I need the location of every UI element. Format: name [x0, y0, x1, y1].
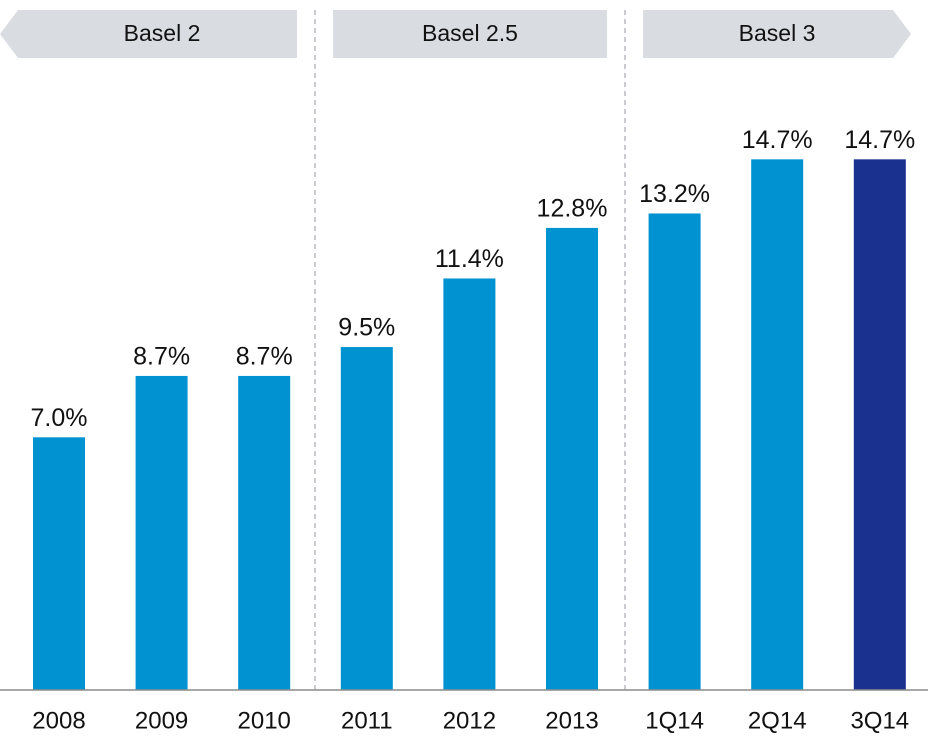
x-tick-label: 2Q14: [748, 707, 807, 734]
bar: [443, 278, 496, 690]
value-label: 9.5%: [338, 314, 395, 342]
x-tick-label: 2011: [341, 707, 393, 734]
value-label: 14.7%: [844, 126, 915, 154]
x-tick-label: 2008: [32, 707, 85, 734]
bar: [546, 227, 598, 691]
bar: [33, 437, 85, 690]
bar: [751, 159, 804, 690]
value-label: 12.8%: [537, 195, 608, 223]
banner-label: Basel 2.5: [422, 20, 518, 46]
banner-label: Basel 3: [739, 20, 816, 46]
banner-shape: [643, 10, 911, 58]
banner-label: Basel 2: [124, 20, 201, 46]
value-label: 8.7%: [236, 343, 293, 371]
value-label: 7.0%: [31, 404, 88, 432]
bar: [135, 375, 188, 690]
x-tick-label: 2013: [545, 707, 598, 734]
bar: [853, 159, 906, 690]
x-tick-label: 3Q14: [850, 707, 909, 734]
value-label: 13.2%: [639, 180, 710, 208]
banner-shape: [333, 10, 607, 58]
x-tick-label: 2012: [443, 707, 496, 734]
x-tick-label: 2009: [135, 707, 188, 734]
bar: [238, 375, 291, 690]
banners: Basel 2 Basel 2.5 Basel 3: [0, 10, 911, 58]
bar: [340, 347, 393, 690]
x-tick-label: 2010: [238, 707, 291, 734]
bar: [648, 213, 701, 691]
x-tick-label: 1Q14: [645, 707, 704, 734]
banner-shape: [0, 10, 297, 58]
value-label: 8.7%: [133, 343, 190, 371]
value-label: 11.4%: [435, 245, 504, 273]
value-label: 14.7%: [742, 126, 813, 154]
